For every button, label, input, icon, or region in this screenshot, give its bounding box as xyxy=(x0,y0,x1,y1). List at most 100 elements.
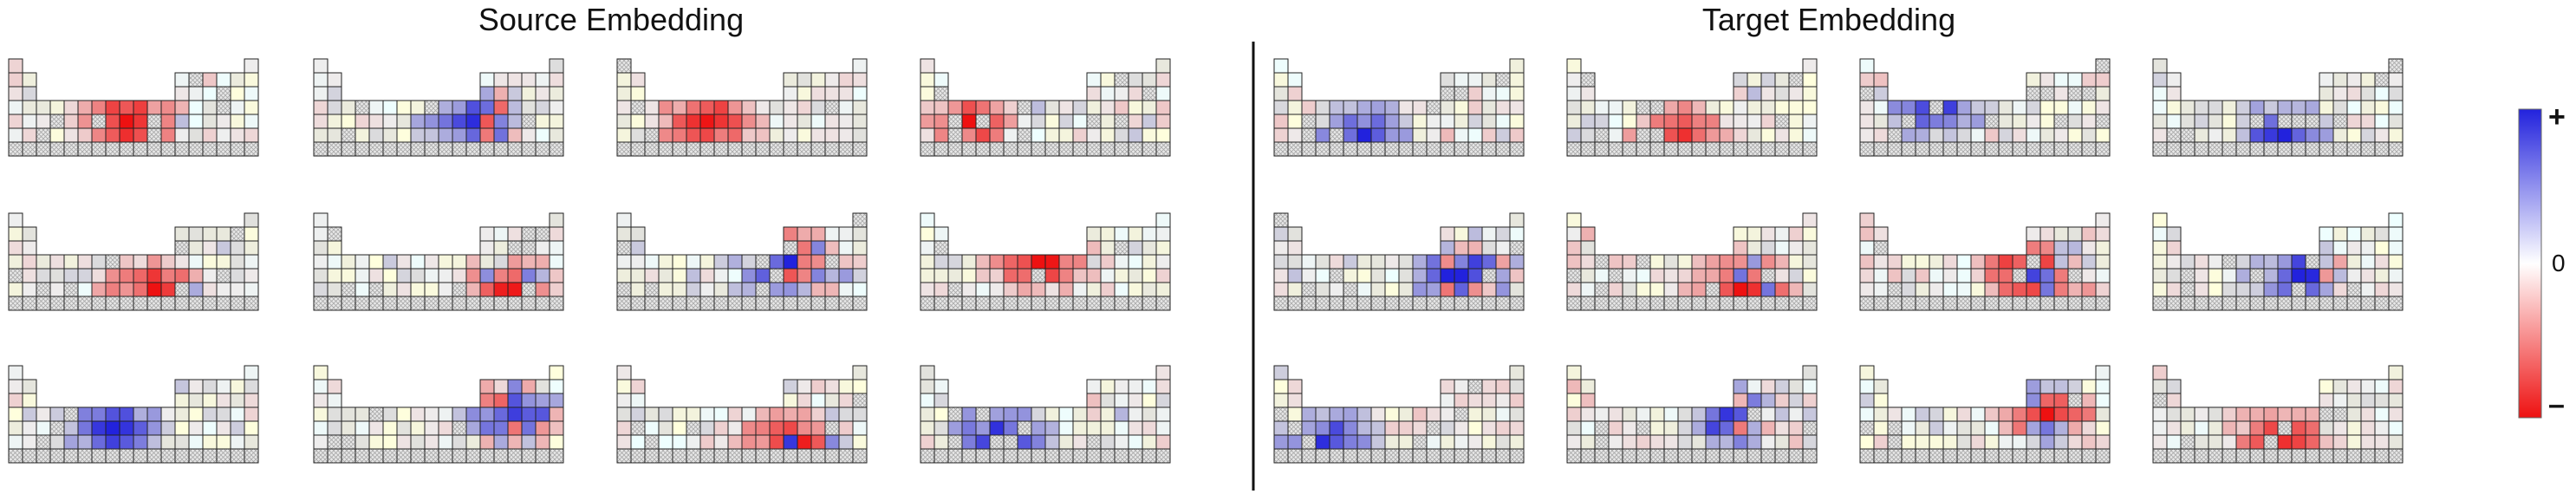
element-cell xyxy=(1677,448,1693,464)
element-cell xyxy=(119,254,134,270)
element-cell xyxy=(133,406,148,422)
element-cell xyxy=(244,141,259,157)
element-cell xyxy=(549,114,564,129)
element-cell xyxy=(920,127,935,143)
element-cell xyxy=(2291,296,2306,311)
element-cell xyxy=(382,406,398,422)
element-cell xyxy=(1705,268,1721,283)
element-cell xyxy=(2194,448,2209,464)
element-cell xyxy=(216,240,231,256)
element-cell xyxy=(479,379,495,394)
element-cell xyxy=(174,114,190,129)
element-cell xyxy=(1454,127,1469,143)
element-cell xyxy=(2319,282,2334,297)
element-cell xyxy=(2095,420,2111,436)
element-cell xyxy=(1998,448,2013,464)
element-cell xyxy=(1859,393,1875,408)
element-cell xyxy=(424,268,439,283)
element-cell xyxy=(1901,100,1916,115)
element-cell xyxy=(2291,282,2306,297)
element-cell xyxy=(2026,127,2041,143)
element-cell xyxy=(202,240,218,256)
element-cell xyxy=(1044,254,1060,270)
element-cell xyxy=(2095,434,2111,450)
source-grid-7 xyxy=(920,212,1171,311)
element-cell xyxy=(396,406,412,422)
element-cell xyxy=(2221,434,2237,450)
element-cell xyxy=(2374,379,2390,394)
element-cell xyxy=(36,434,51,450)
element-cell xyxy=(8,406,23,422)
element-cell xyxy=(36,254,51,270)
element-cell xyxy=(1566,296,1582,311)
element-cell xyxy=(230,268,245,283)
element-cell xyxy=(1315,448,1330,464)
element-cell xyxy=(1128,434,1143,450)
element-cell xyxy=(535,72,550,88)
element-cell xyxy=(644,114,660,129)
element-cell xyxy=(1887,448,1903,464)
element-cell xyxy=(1426,282,1441,297)
element-cell xyxy=(1301,282,1317,297)
element-cell xyxy=(1086,296,1102,311)
element-cell xyxy=(22,282,37,297)
element-cell xyxy=(616,420,632,436)
element-cell xyxy=(961,100,977,115)
element-cell xyxy=(1788,448,1804,464)
element-cell xyxy=(616,240,632,256)
element-cell xyxy=(933,127,949,143)
element-cell xyxy=(2081,448,2097,464)
element-cell xyxy=(1114,268,1129,283)
element-cell xyxy=(2095,379,2111,394)
element-cell xyxy=(1788,379,1804,394)
element-cell xyxy=(797,86,812,101)
element-cell xyxy=(327,114,342,129)
element-cell xyxy=(2053,114,2069,129)
element-cell xyxy=(521,86,537,101)
element-cell xyxy=(1031,127,1046,143)
element-cell xyxy=(1859,58,1875,74)
element-cell xyxy=(535,254,550,270)
element-cell xyxy=(382,114,398,129)
element-cell xyxy=(230,254,245,270)
element-cell xyxy=(91,114,107,129)
element-cell xyxy=(1301,406,1317,422)
element-cell xyxy=(1086,282,1102,297)
element-cell xyxy=(1566,141,1582,157)
element-cell xyxy=(438,254,453,270)
element-cell xyxy=(1031,100,1046,115)
element-cell xyxy=(1677,434,1693,450)
element-cell xyxy=(341,448,356,464)
element-cell xyxy=(1622,406,1637,422)
element-cell xyxy=(2026,254,2041,270)
element-cell xyxy=(1481,127,1497,143)
element-cell xyxy=(160,282,176,297)
element-cell xyxy=(1370,268,1386,283)
element-cell xyxy=(1774,72,1790,88)
element-cell xyxy=(1608,406,1623,422)
element-cell xyxy=(1481,406,1497,422)
element-cell xyxy=(810,296,826,311)
element-cell xyxy=(810,141,826,157)
element-cell xyxy=(2081,114,2097,129)
element-cell xyxy=(133,141,148,157)
element-cell xyxy=(1481,379,1497,394)
element-cell xyxy=(313,393,329,408)
element-cell xyxy=(1086,434,1102,450)
element-cell xyxy=(838,406,854,422)
element-cell xyxy=(49,141,65,157)
element-cell xyxy=(1929,406,1944,422)
element-cell xyxy=(852,379,868,394)
element-cell xyxy=(933,448,949,464)
element-cell xyxy=(1636,282,1651,297)
element-cell xyxy=(2263,448,2279,464)
element-cell xyxy=(1086,420,1102,436)
element-cell xyxy=(2249,114,2265,129)
element-cell xyxy=(2388,393,2404,408)
element-cell xyxy=(616,72,632,88)
element-cell xyxy=(1760,127,1776,143)
element-cell xyxy=(382,420,398,436)
element-cell xyxy=(2319,114,2334,129)
element-cell xyxy=(1343,254,1358,270)
element-cell xyxy=(920,72,935,88)
